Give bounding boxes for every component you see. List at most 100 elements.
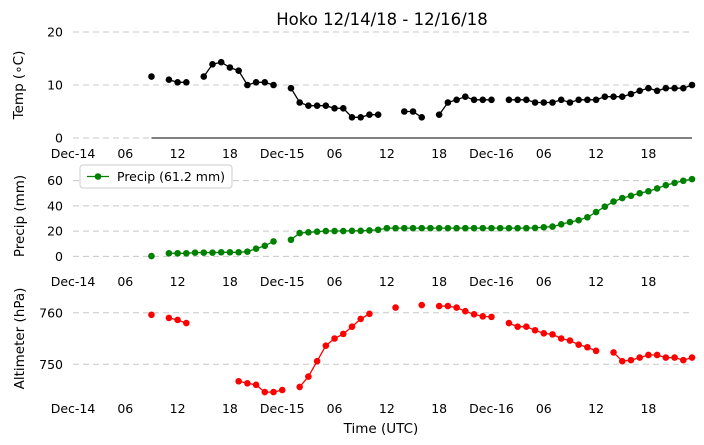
precipitation-data-point [610,198,617,205]
temperature-data-point [287,84,295,92]
temperature-data-point [470,96,478,104]
temperature-data-point [261,79,269,86]
precipitation-data-point [636,189,643,197]
altimeter-data-point [357,315,365,323]
altimeter-data-point [470,310,478,318]
precipitation-data-point [627,192,635,200]
precipitation-xtick-label: 18 [640,274,656,289]
temperature-xtick-label: 18 [431,146,447,161]
precipitation-data-point [339,227,347,235]
temperature-xtick-label: 12 [588,146,604,161]
altimeter-data-point [244,380,251,387]
temperature-data-point [400,108,408,115]
altimeter-data-point [296,383,303,391]
temperature-data-point [688,81,696,89]
precipitation-data-point [235,248,242,256]
altimeter-data-point [261,388,269,396]
precipitation-data-point [444,224,452,232]
altimeter-data-point [540,330,548,337]
altimeter-data-point [252,381,260,389]
altimeter-data-point [305,373,312,380]
precipitation-data-point [348,227,356,235]
precipitation-data-point [418,224,426,232]
altimeter-xtick-label: Dec-16 [469,401,514,416]
altimeter-xtick-label: Dec-15 [260,401,305,416]
temperature-xtick-label: 06 [327,146,343,161]
temperature-xtick-label: 06 [536,146,552,161]
altimeter-data-point [662,354,670,361]
precipitation-data-point [688,175,696,183]
precipitation-data-point [531,224,539,232]
temperature-panel: 0 10 20 Dec-14 06 12 18 Dec-15 06 12 18 Dec-16 06 12 1… [11,25,696,161]
altimeter-xtick-label: 12 [379,401,395,416]
precipitation-data-point [679,177,687,185]
temperature-data-point [531,99,539,106]
altimeter-xtick-label: 18 [222,401,238,416]
precipitation-data-point [496,224,504,232]
temperature-data-point [183,79,190,86]
temperature-data-point [348,114,356,121]
precipitation-ytick-label: 20 [47,224,63,239]
altimeter-data-point [418,301,426,309]
altimeter-data-point [488,313,495,321]
precipitation-data-point [505,224,513,232]
temperature-data-point [409,108,417,115]
altimeter-data-point [322,342,330,350]
temperature-data-point [584,96,591,104]
precipitation-data-point [217,248,225,256]
precipitation-data-point [305,228,312,236]
temperature-data-point [540,99,548,106]
temperature-data-point [305,102,312,109]
precipitation-data-point [313,228,321,235]
temperature-data-point [514,96,521,104]
precipitation-data-point [296,229,303,237]
temperature-data-point [627,90,635,98]
precipitation-xtick-label: 18 [222,274,238,289]
altimeter-data-point [618,357,626,365]
altimeter-xtick-label: 06 [536,401,552,416]
altimeter-data-point [148,311,155,319]
precipitation-data-point [226,248,234,256]
temperature-data-point [296,99,303,106]
temperature-data-point [601,93,609,100]
temperature-data-point [331,105,338,112]
temperature-data-point [479,96,487,104]
temperature-data-point [366,111,373,118]
temperature-data-point [505,96,513,104]
altimeter-xtick-label: 06 [117,401,133,416]
legend-label: Precip (61.2 mm) [117,169,225,184]
temperature-data-point [174,79,181,86]
altimeter-data-point [653,351,661,359]
temperature-data-point [444,99,452,106]
precipitation-xtick-label: Dec-16 [469,274,514,289]
altimeter-xtick-label: 18 [431,401,447,416]
temperature-data-point [549,99,556,106]
altimeter-xtick-label: 12 [170,401,186,416]
altimeter-xtick-label: Dec-14 [51,401,96,416]
temperature-data-point [566,99,574,106]
x-axis-label: Time (UTC) [343,421,419,437]
temperature-ytick-label: 20 [47,25,63,40]
temperature-data-point [252,79,260,86]
altimeter-data-point [645,351,652,359]
altimeter-data-point [584,343,591,351]
temperature-xtick-label: 12 [170,146,186,161]
temperature-data-point [636,87,643,95]
precipitation-data-point [322,227,330,235]
precipitation-ytick-label: 60 [47,173,63,188]
temperature-data-point [679,84,687,92]
altimeter-data-point [549,331,556,338]
altimeter-data-point [575,341,582,348]
precipitation-data-point [270,238,277,245]
precipitation-data-point [470,224,478,232]
altimeter-data-point [531,326,539,334]
precipitation-y-axis-label: Precip (mm) [12,175,28,257]
precipitation-data-point [566,218,574,226]
temperature-data-point [523,96,530,104]
temperature-data-point [453,96,460,104]
altimeter-data-point [165,314,173,322]
temperature-data-point [313,102,321,109]
precipitation-data-point [479,224,487,232]
altimeter-data-point [462,307,469,315]
altimeter-data-point [183,319,190,327]
